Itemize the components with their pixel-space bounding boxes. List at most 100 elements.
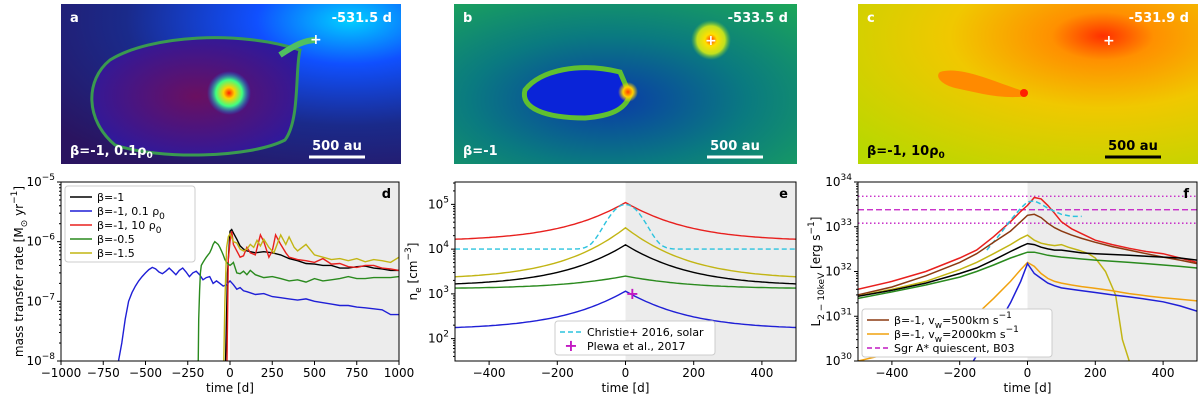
x-tick-label: −250 (171, 366, 204, 380)
series-line (972, 261, 1197, 361)
chart-e: + −400 −200 0 200 400 102 103 104 105 time [d] ne [… (404, 181, 797, 395)
x-tick-label: 200 (1084, 366, 1107, 380)
x-tick-label: 200 (682, 366, 705, 380)
snapshot-a-letter: a (70, 11, 79, 26)
legend-label: Plewa et al., 2017 (587, 340, 686, 353)
shaded-region (230, 182, 399, 361)
snapshot-c-star (1020, 89, 1028, 97)
legend-label: β=-1, vw=2000km s−1 (894, 325, 1019, 345)
x-tick-label: 400 (1152, 366, 1175, 380)
snapshot-b-star (618, 82, 638, 102)
series-line (117, 266, 399, 361)
legend-label: β=-1, 10 ρ0 (97, 219, 162, 236)
legend-marker: + (564, 336, 577, 355)
legend-box (554, 320, 716, 356)
x-tick-label: −400 (473, 366, 506, 380)
legend-label: β=-1.5 (97, 247, 135, 260)
y-tick-label: 102 (428, 330, 449, 346)
x-axis-label: time [d] (206, 381, 254, 395)
y-tick-label: 1033 (825, 218, 852, 234)
y-axis-label: L2 − 10keV [erg s−1] (807, 217, 827, 327)
x-tick-label: −500 (129, 366, 162, 380)
x-tick-label: −200 (541, 366, 574, 380)
y-tick-label: 103 (428, 285, 449, 301)
snapshot-c-scale: 500 au (1108, 139, 1158, 154)
x-tick-label: 1000 (384, 366, 415, 380)
snapshot-a-time: -531.5 d (332, 11, 392, 26)
series-line (858, 196, 1197, 291)
series-layer (858, 195, 1197, 361)
x-axis-label: time [d] (1004, 381, 1052, 395)
x-axis-label: time [d] (602, 381, 650, 395)
snapshot-a-beta: β=-1, 0.1ρ0 (70, 144, 153, 161)
x-tick-label: −750 (87, 366, 120, 380)
snapshot-c-cross: + (1103, 33, 1115, 49)
snapshot-b-letter: b (463, 11, 472, 26)
series-line (858, 242, 1197, 297)
chart-d: −1000 −750 −500 −250 0 250 500 750 1000 10−8 10−7 1… (10, 173, 414, 395)
profile-line (455, 201, 796, 240)
snapshot-b-cross: + (705, 33, 717, 49)
x-tick-label: −1000 (41, 366, 82, 380)
panel-letter: d (382, 187, 391, 202)
plewa-marker: + (626, 284, 639, 303)
x-tick-label: 400 (750, 366, 773, 380)
series-layer (117, 228, 399, 361)
snapshot-c: + c -531.9 d 500 au β=-1, 10ρ0 (858, 4, 1198, 164)
legend-label: β=-1, 0.1 ρ0 (97, 205, 165, 222)
shaded-region (1027, 182, 1197, 361)
legend-label: Sgr A* quiescent, B03 (894, 342, 1015, 355)
x-tick-label: −200 (943, 366, 976, 380)
profile-line (455, 290, 796, 329)
legend-label: Christie+ 2016, solar (587, 326, 704, 339)
y-tick-label: 1031 (825, 307, 852, 323)
x-tick-label: 500 (303, 366, 326, 380)
profile-line (455, 243, 796, 285)
y-tick-label: 1034 (825, 173, 852, 189)
y-tick-label: 1032 (825, 263, 852, 279)
snapshot-a: + a -531.5 d 500 au β=-1, 0.1ρ0 (61, 4, 401, 164)
profile-line (455, 226, 796, 278)
series-line (858, 213, 1197, 296)
series-line (858, 234, 1130, 361)
panel-letter: e (779, 187, 788, 202)
snapshot-b-scale: 500 au (710, 139, 760, 154)
y-tick-label: 10−7 (26, 292, 55, 308)
profile-line (455, 203, 796, 250)
snapshot-b-beta: β=-1 (463, 144, 498, 159)
legend-label: β=-1, vw=500km s−1 (894, 311, 1012, 331)
legend-label: β=-1 (97, 191, 124, 204)
snapshot-c-background (858, 4, 1198, 164)
y-tick-label: 10−6 (26, 233, 55, 249)
series-line (986, 200, 1082, 251)
y-tick-label: 10−5 (26, 173, 55, 189)
x-tick-label: 750 (345, 366, 368, 380)
snapshot-c-time: -531.9 d (1129, 11, 1189, 26)
y-tick-label: 1030 (825, 352, 852, 368)
y-tick-label: 105 (428, 195, 449, 211)
snapshot-b-companion (691, 20, 731, 60)
panel-letter: f (1183, 187, 1189, 202)
series-line (197, 240, 399, 361)
snapshot-c-tail (938, 70, 1028, 98)
snapshot-c-letter: c (867, 11, 875, 26)
profile-line (455, 275, 796, 289)
y-tick-label: 10−8 (26, 352, 55, 368)
series-layer: + (455, 201, 796, 329)
series-line (858, 251, 1197, 300)
snapshot-a-stream (278, 37, 317, 58)
x-tick-label: 0 (622, 366, 630, 380)
snapshot-b-time: -533.5 d (728, 11, 788, 26)
snapshot-c-beta: β=-1, 10ρ0 (867, 144, 945, 161)
series-line (223, 232, 399, 361)
x-tick-label: 0 (1024, 366, 1032, 380)
legend-box (64, 185, 196, 263)
snapshot-a-star (207, 71, 251, 115)
snapshot-a-cavity (90, 36, 302, 157)
snapshot-a-scale: 500 au (312, 139, 362, 154)
legend-label: β=-0.5 (97, 233, 135, 246)
y-tick-label: 104 (428, 240, 449, 256)
snapshot-b-cavity (521, 65, 633, 121)
chart-f: −400 −200 0 200 400 1030 1031 1032 1033 1034 time … (807, 173, 1198, 395)
x-tick-label: −400 (875, 366, 908, 380)
